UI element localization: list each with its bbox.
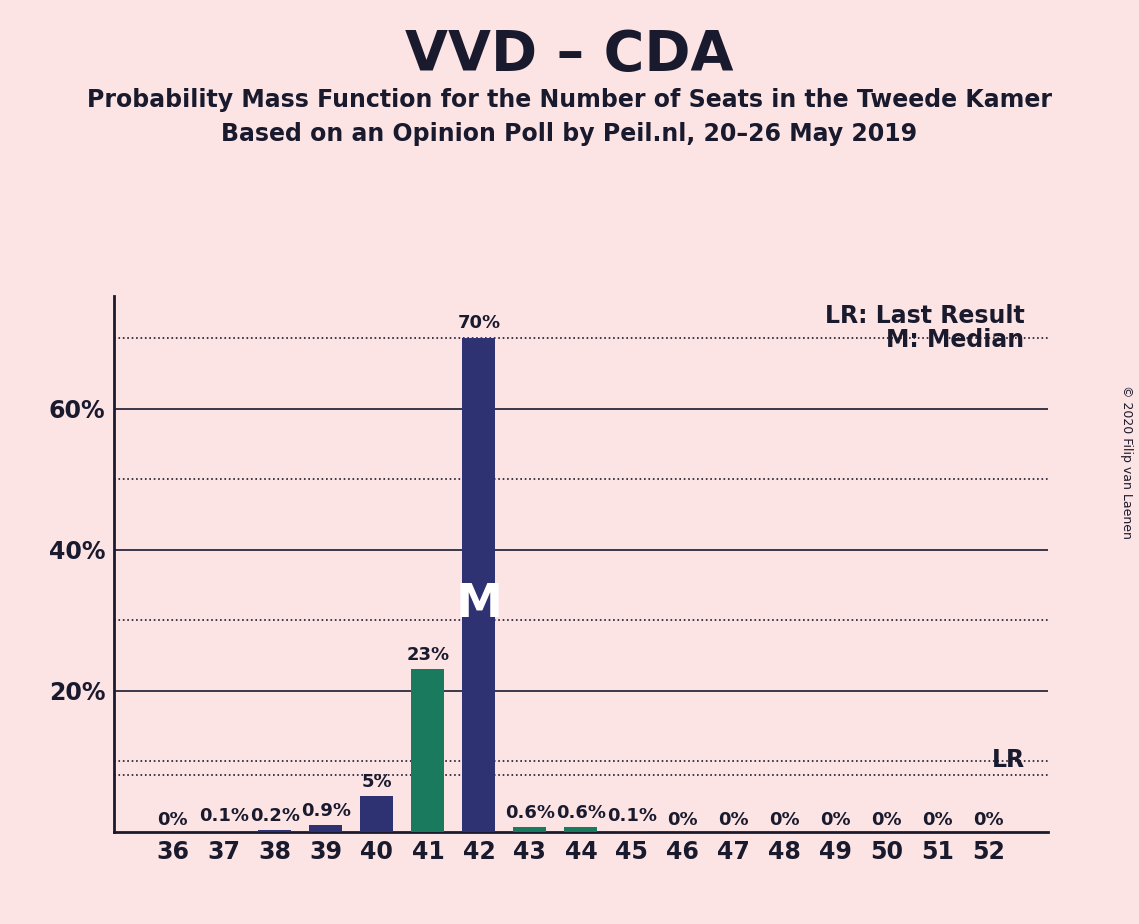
Bar [462, 338, 495, 832]
Text: 0%: 0% [719, 811, 749, 830]
Text: LR: Last Result: LR: Last Result [825, 304, 1025, 328]
Text: M: Median: M: Median [886, 328, 1025, 352]
Text: 0%: 0% [974, 811, 1005, 830]
Text: VVD – CDA: VVD – CDA [405, 28, 734, 81]
Bar [564, 827, 598, 832]
Bar [360, 796, 393, 832]
Bar [259, 830, 292, 832]
Bar [514, 827, 547, 832]
Text: 0.1%: 0.1% [607, 808, 657, 825]
Text: 0%: 0% [820, 811, 851, 830]
Text: 0.1%: 0.1% [199, 808, 249, 825]
Text: LR: LR [991, 748, 1025, 772]
Text: 0.6%: 0.6% [505, 804, 555, 821]
Text: Probability Mass Function for the Number of Seats in the Tweede Kamer: Probability Mass Function for the Number… [87, 88, 1052, 112]
Bar [411, 669, 444, 832]
Text: 5%: 5% [361, 772, 392, 791]
Text: 0.9%: 0.9% [301, 802, 351, 820]
Text: 0%: 0% [770, 811, 801, 830]
Text: 0%: 0% [923, 811, 953, 830]
Text: 0.2%: 0.2% [249, 807, 300, 824]
Text: 0%: 0% [157, 811, 188, 830]
Text: © 2020 Filip van Laenen: © 2020 Filip van Laenen [1121, 385, 1133, 539]
Text: 70%: 70% [458, 314, 500, 333]
Text: 0.6%: 0.6% [556, 804, 606, 821]
Text: 23%: 23% [407, 646, 450, 663]
Text: 0%: 0% [667, 811, 698, 830]
Bar [310, 825, 343, 832]
Text: 0%: 0% [871, 811, 902, 830]
Text: M: M [456, 582, 502, 627]
Text: Based on an Opinion Poll by Peil.nl, 20–26 May 2019: Based on an Opinion Poll by Peil.nl, 20–… [221, 122, 918, 146]
